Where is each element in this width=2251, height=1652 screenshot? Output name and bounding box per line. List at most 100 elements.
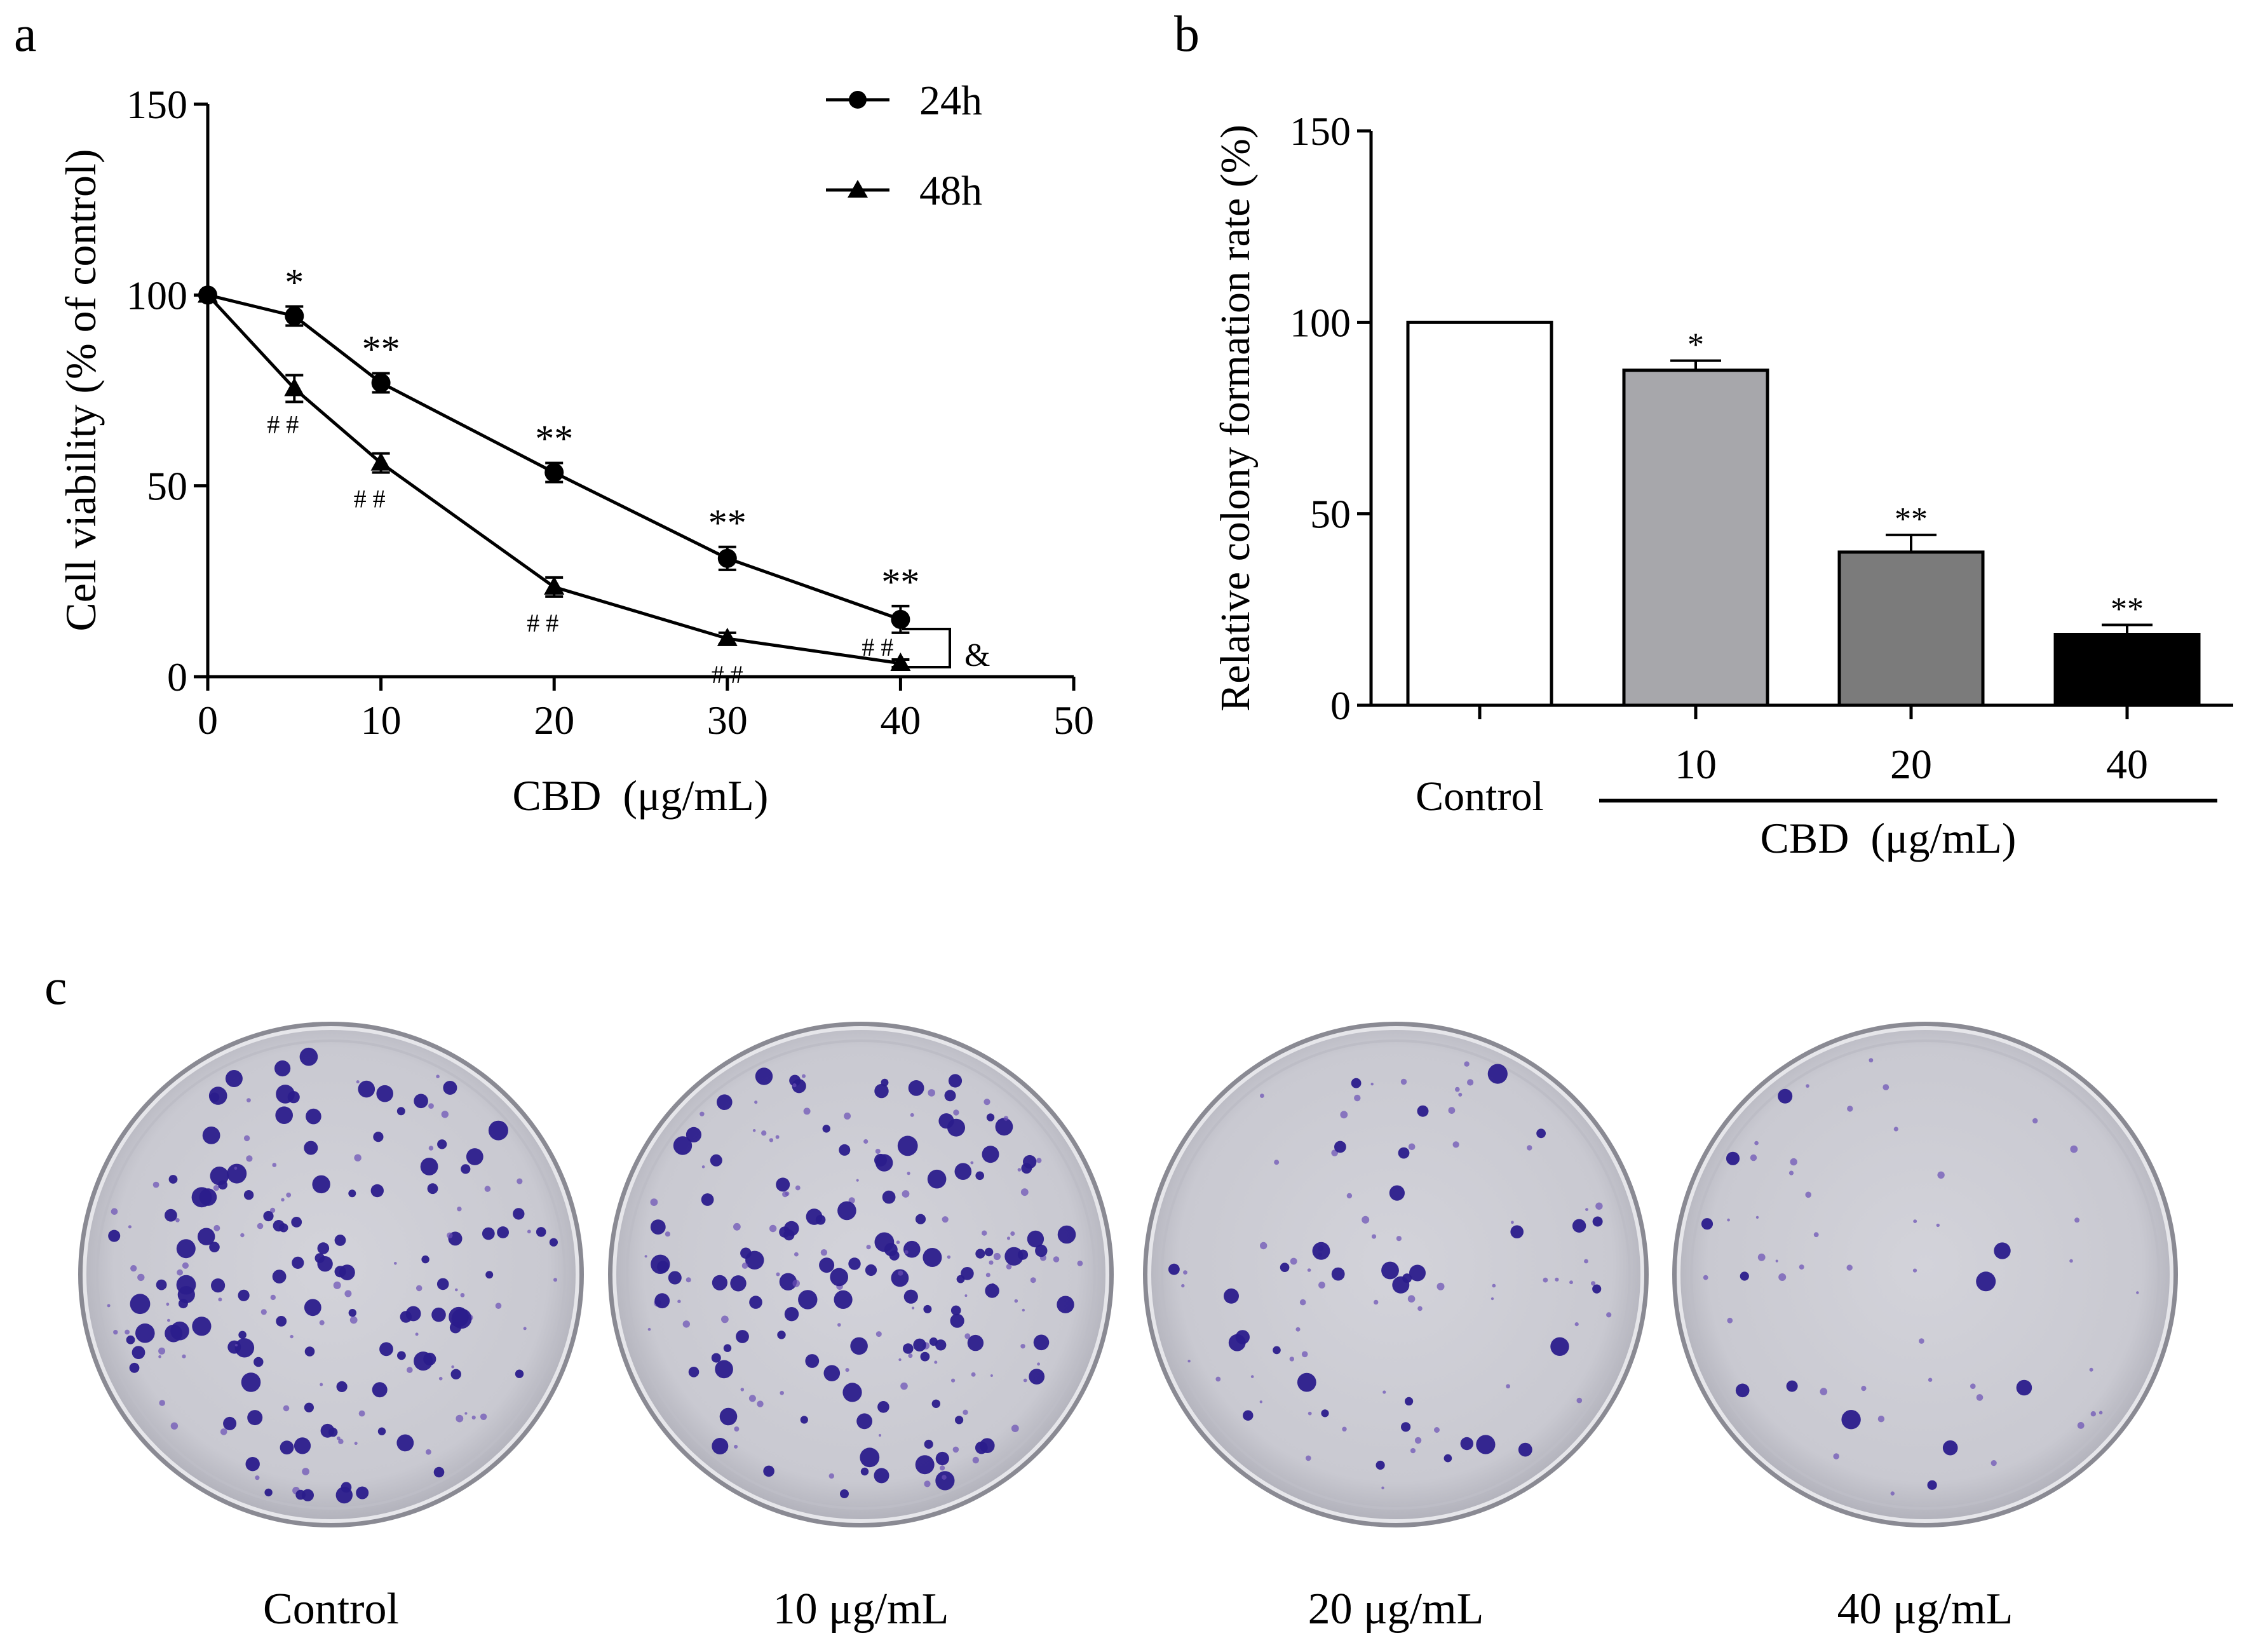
colony (823, 1365, 841, 1381)
plate-inner-ring (626, 1039, 1096, 1510)
colony (397, 1351, 406, 1360)
colony (967, 1334, 984, 1351)
significance-label-24h: ** (535, 418, 573, 460)
colony (1312, 1242, 1330, 1260)
colony (247, 1410, 263, 1426)
significance-label-48h: # # (862, 633, 893, 661)
colony (931, 1399, 941, 1408)
colony (761, 1130, 767, 1136)
significance-label-48h: # # (267, 410, 299, 438)
colony (182, 1262, 189, 1269)
colony (1788, 1170, 1794, 1175)
colony (1890, 1491, 1895, 1496)
colony (488, 1120, 508, 1141)
bar-20 (1837, 550, 1985, 707)
colony (1168, 1263, 1180, 1275)
colony (955, 1416, 964, 1425)
colony (1036, 1158, 1042, 1163)
colony (178, 1299, 188, 1309)
colony (719, 1407, 738, 1426)
colony (407, 1367, 413, 1373)
colony (111, 1208, 118, 1215)
colony (1408, 1143, 1416, 1151)
colony (1370, 1083, 1374, 1086)
colony (866, 1245, 871, 1250)
colony (934, 1360, 938, 1364)
colony (427, 1183, 438, 1195)
colony (848, 1257, 861, 1270)
colony (769, 1138, 774, 1142)
colony (372, 1382, 388, 1398)
colony (158, 1355, 161, 1358)
colony (908, 1080, 924, 1096)
colony (1727, 1317, 1733, 1324)
data-point-48h (284, 377, 305, 396)
colony (358, 1410, 365, 1417)
significance-label-48h: # # (354, 485, 386, 513)
colony (723, 1344, 732, 1352)
colony (1584, 1259, 1588, 1264)
colony (294, 1437, 311, 1454)
colony (211, 1278, 226, 1293)
colony (1346, 1193, 1353, 1199)
data-point-48h (544, 576, 565, 595)
colony (485, 1271, 494, 1279)
colony (336, 1436, 341, 1440)
colony (433, 1466, 445, 1478)
colony (1443, 1454, 1452, 1463)
colony (701, 1165, 705, 1168)
colony (1006, 1236, 1011, 1240)
colony (1550, 1337, 1569, 1356)
colony (935, 1339, 947, 1351)
colony (733, 1222, 741, 1231)
colony (985, 1273, 990, 1278)
colony (1452, 1141, 1459, 1148)
colony (803, 1107, 811, 1115)
plate-inner-ring (1690, 1039, 2160, 1510)
chart-a-x-tick-label: 10 (361, 698, 402, 743)
colony (218, 1297, 222, 1302)
colony (464, 1412, 468, 1415)
colony (830, 1268, 848, 1287)
colony (255, 1475, 260, 1480)
colony (898, 1358, 902, 1362)
colony (944, 1090, 956, 1102)
colony (1841, 1410, 1861, 1430)
colony (1417, 1105, 1429, 1117)
colony (1458, 1092, 1463, 1097)
colony (1518, 1442, 1532, 1457)
data-point-24h (891, 609, 910, 629)
colony (740, 1247, 752, 1259)
colony (776, 1177, 790, 1192)
colony (915, 1455, 935, 1475)
colony (820, 1249, 828, 1256)
colony (306, 1108, 321, 1125)
colony (416, 1285, 422, 1292)
colony (912, 1306, 915, 1310)
colony (1778, 1273, 1787, 1281)
colony (769, 1224, 777, 1233)
colony (924, 1439, 933, 1449)
colony (280, 1440, 294, 1455)
colony (304, 1299, 321, 1317)
colony (299, 1047, 318, 1066)
colony (982, 1230, 987, 1236)
colony (800, 1416, 808, 1424)
colony (763, 1465, 774, 1477)
colony (1297, 1372, 1316, 1392)
colony (802, 1074, 806, 1078)
colony (1183, 1270, 1187, 1275)
colony (130, 1265, 137, 1272)
chart-a-y-axis-label: Cell viability (% of control) (57, 149, 105, 631)
colony (1306, 1455, 1311, 1461)
colony (126, 1335, 135, 1344)
colony (920, 1351, 930, 1362)
colony (272, 1269, 287, 1283)
colony (710, 1154, 722, 1167)
colony (644, 1255, 647, 1258)
colony (1799, 1264, 1804, 1270)
colony (152, 1181, 159, 1188)
colony (1414, 1437, 1422, 1444)
colony (396, 1107, 405, 1116)
colony (971, 1372, 976, 1377)
